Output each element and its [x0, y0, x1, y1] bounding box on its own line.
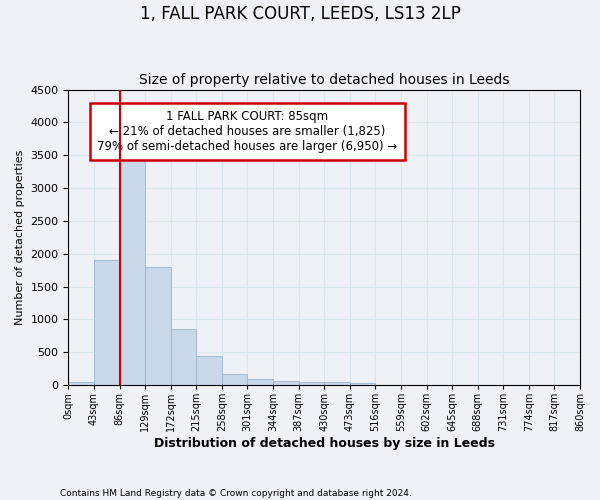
Bar — [222, 374, 247, 385]
Y-axis label: Number of detached properties: Number of detached properties — [15, 150, 25, 325]
Bar — [376, 384, 401, 385]
Title: Size of property relative to detached houses in Leeds: Size of property relative to detached ho… — [139, 73, 509, 87]
Bar — [350, 383, 376, 385]
Bar — [145, 267, 171, 385]
Bar — [94, 260, 119, 385]
Bar — [196, 356, 222, 385]
Text: Contains HM Land Registry data © Crown copyright and database right 2024.: Contains HM Land Registry data © Crown c… — [60, 488, 412, 498]
Bar — [273, 381, 299, 385]
X-axis label: Distribution of detached houses by size in Leeds: Distribution of detached houses by size … — [154, 437, 495, 450]
Bar — [171, 330, 196, 385]
Bar — [324, 382, 350, 385]
Bar — [68, 382, 94, 385]
Bar — [299, 382, 324, 385]
Text: 1 FALL PARK COURT: 85sqm
← 21% of detached houses are smaller (1,825)
79% of sem: 1 FALL PARK COURT: 85sqm ← 21% of detach… — [97, 110, 398, 153]
Bar — [247, 379, 273, 385]
Bar — [119, 155, 145, 385]
Text: 1, FALL PARK COURT, LEEDS, LS13 2LP: 1, FALL PARK COURT, LEEDS, LS13 2LP — [140, 5, 460, 23]
